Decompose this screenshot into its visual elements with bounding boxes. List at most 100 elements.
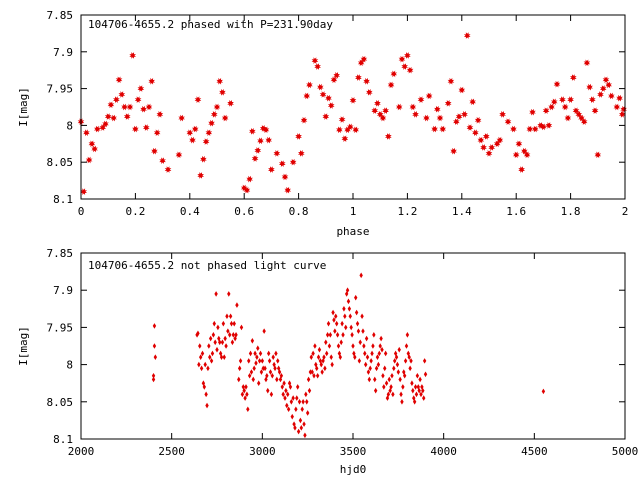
phased-data-point [134,96,142,103]
raw-data-point [206,365,210,372]
phased-axis-ticks: 0 0.2 0.4 0.6 0.8 1 1.2 1.4 1.6 1.8 2 7.85 7.9 7.95 8 8… [47,9,629,218]
phased-data-point [406,66,414,74]
phased-x-tick-label: 0.4 [180,205,200,218]
phased-data-point [83,129,90,137]
phased-data-point [589,96,596,103]
raw-data-point [402,372,407,379]
raw-data-point [221,320,226,327]
phased-data-point [564,114,572,122]
phased-data-point [121,103,128,111]
raw-data-point [386,391,391,398]
raw-data-point [299,425,304,431]
phased-data-point [493,140,501,148]
raw-data-point [331,309,335,316]
phased-data-point [115,76,123,84]
phased-data-point [605,81,613,89]
phased-data-point [216,77,224,85]
raw-data-point [238,358,243,364]
phased-data-point [559,96,566,103]
phased-data-point [289,158,297,166]
phased-data-point [409,103,417,111]
raw-data-point [374,365,379,372]
phased-data-point [123,113,131,120]
raw-data-point [316,354,321,360]
raw-data-point [346,298,351,305]
raw-data-point [373,387,378,394]
raw-data-point [237,376,241,383]
raw-data-point [200,350,205,357]
raw-data-point [363,361,368,368]
raw-data-point [283,395,287,401]
phased-data-point [580,118,588,126]
phased-x-tick-label: 2 [622,205,629,218]
phased-data-point [504,118,512,126]
raw-data-point [235,302,239,308]
raw-data-point [397,346,401,353]
raw-data-point [234,332,238,338]
phased-data-point [153,129,161,137]
raw-data-point [313,343,317,349]
raw-data-point [354,309,359,316]
raw-data-point [222,354,226,360]
phased-plot-frame [80,14,626,200]
phased-data-point [620,105,627,113]
phased-data-point [618,111,626,118]
phased-data-point [545,122,553,129]
phased-data-point [265,136,273,144]
raw-data-point [413,384,418,390]
raw-data-point [409,358,413,364]
phased-data-point [425,92,433,100]
raw-data-point [328,332,333,338]
phased-data-point [431,125,438,133]
phased-data-point [374,99,381,107]
phased-data-point [240,184,248,192]
raw-data-point [213,339,217,346]
phased-data-point [569,74,577,81]
raw-x-tick-label: 2000 [68,445,95,458]
phased-data-point [382,107,389,115]
phased-data-point [572,107,580,115]
phased-x-tick-label: 0.2 [125,205,145,218]
raw-data-point [323,365,327,372]
raw-data-point [295,384,300,390]
raw-data-point [197,361,201,368]
raw-data-point [205,402,209,409]
raw-data-point [350,332,354,338]
raw-y-tick-label: 7.85 [47,247,74,260]
raw-data-point [395,361,400,368]
phased-chart-title: 104706-4655.2 phased with P=231.90day [88,18,333,31]
raw-points [151,272,546,439]
raw-data-point [334,313,338,320]
raw-data-point [198,343,202,349]
phased-data-point [338,116,346,123]
phased-data-point [191,125,199,133]
raw-data-point [311,350,315,357]
phased-data-point [363,77,370,85]
raw-data-point [363,350,367,357]
phased-data-point [433,105,441,113]
raw-data-point [376,361,381,368]
raw-data-point [353,354,357,360]
phased-data-point [257,137,264,145]
phased-light-curve-panel: 0 0.2 0.4 0.6 0.8 1 1.2 1.4 1.6 1.8 2 7.85 7.9 7.95 8 8… [17,9,628,238]
raw-data-point [208,354,212,360]
phased-data-point [99,124,107,131]
raw-axis-ticks: 2000 2500 3000 3500 4000 4500 5000 7.85 7.9 7.95 8… [47,247,639,458]
phased-data-point [531,125,539,133]
raw-data-point [209,358,214,364]
raw-data-point [207,343,211,349]
phased-data-point [278,160,286,167]
raw-data-point [320,369,324,375]
phased-data-point [387,81,395,89]
raw-data-point [250,337,255,344]
phased-x-tick-label: 1 [350,205,357,218]
raw-data-point [403,358,408,364]
phased-data-point [613,103,621,111]
raw-data-point [244,384,248,390]
phased-x-tick-label: 1.6 [506,205,526,218]
raw-data-point [330,361,334,368]
raw-data-point [338,354,343,360]
phased-data-point [404,52,411,59]
phased-data-point [151,147,158,155]
